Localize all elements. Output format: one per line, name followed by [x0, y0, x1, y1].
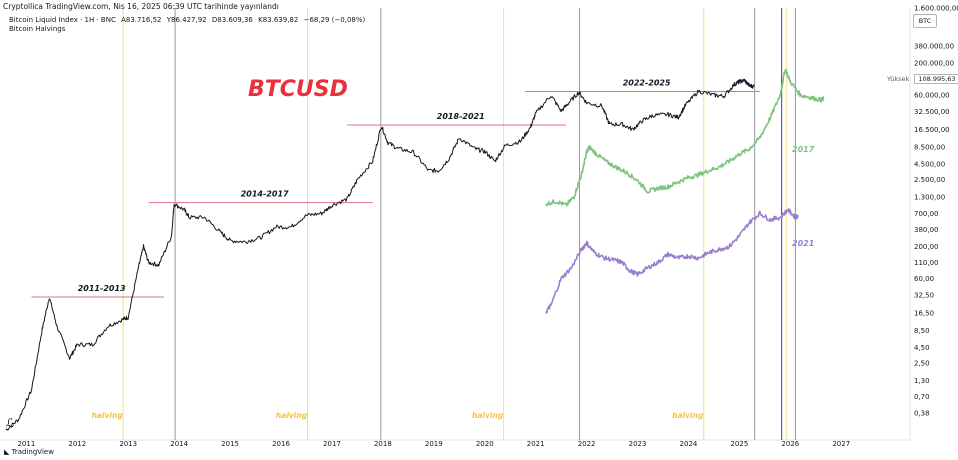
- cycle-label: 2022-2025: [623, 78, 671, 87]
- price-axis-tick: 16,50: [914, 309, 934, 317]
- time-axis-tick: 2020: [476, 440, 494, 448]
- price-axis-tick: 0,38: [914, 409, 930, 417]
- ohlc-high: Y86.427,92: [166, 16, 207, 24]
- price-series-line: [5, 78, 755, 431]
- time-axis-tick: 2016: [272, 440, 290, 448]
- series-2021-label: 2021: [792, 239, 814, 248]
- price-axis-tick: 8,50: [914, 327, 930, 335]
- price-axis-tick: 4.500,00: [914, 160, 945, 168]
- high-price-tag: Yüksek 108.995,63: [887, 74, 958, 84]
- symbol-label[interactable]: Bitcoin Liquid Index · 1H · BNC: [9, 16, 116, 24]
- tradingview-logo-icon: ◣: [4, 448, 10, 456]
- high-price-label: Yüksek: [887, 75, 910, 83]
- chart-title: BTCUSD: [248, 77, 348, 102]
- ohlc-change: −68,29 (−0,08%): [303, 16, 366, 24]
- tradingview-brand-label: TradingView: [11, 448, 54, 456]
- price-axis-tick: 1,30: [914, 377, 930, 385]
- price-axis-tick: 32.500,00: [914, 108, 950, 116]
- price-axis-tick: 16.500,00: [914, 126, 950, 134]
- price-axis-tick: 200.000,00: [914, 60, 954, 68]
- time-axis-tick: 2026: [781, 440, 799, 448]
- time-axis-tick: 2025: [730, 440, 748, 448]
- tradingview-brand[interactable]: ◣ TradingView: [4, 448, 54, 456]
- price-series-line: [545, 68, 825, 207]
- ohlc-open: A83.716,52: [121, 16, 162, 24]
- price-axis-tick: 60.000,00: [914, 92, 950, 100]
- time-axis-tick: 2019: [425, 440, 443, 448]
- indicator-label[interactable]: Bitcoin Halvings: [9, 25, 66, 33]
- price-axis-tick: 1.300,00: [914, 193, 945, 201]
- price-axis-tick: 8.500,00: [914, 144, 945, 152]
- price-series-line: [545, 208, 799, 314]
- time-axis-tick: 2021: [527, 440, 545, 448]
- time-axis-tick: 2027: [832, 440, 850, 448]
- publish-info: Cryptollica TradingView.com, Nis 16, 202…: [3, 2, 279, 11]
- symbol-ohlc-line: Bitcoin Liquid Index · 1H · BNC A83.716,…: [9, 16, 368, 24]
- time-axis-tick: 2024: [680, 440, 698, 448]
- cycle-label: 2018-2021: [437, 112, 485, 121]
- time-axis-tick: 2023: [629, 440, 647, 448]
- halving-label: halving: [672, 411, 704, 420]
- ohlc-close: K83.639,82: [258, 16, 299, 24]
- price-axis-tick: 380,00: [914, 226, 939, 234]
- halving-label: halving: [92, 411, 124, 420]
- time-axis-tick: 2014: [170, 440, 188, 448]
- price-axis-tick: 380.000,00: [914, 43, 954, 51]
- currency-button[interactable]: BTC: [913, 14, 937, 28]
- price-axis-tick: 2,50: [914, 359, 930, 367]
- price-axis-tick: 60,00: [914, 275, 934, 283]
- cycle-label: 2011-2013: [78, 284, 126, 293]
- cycle-label: 2014-2017: [241, 190, 289, 199]
- high-price-value: 108.995,63: [914, 74, 958, 84]
- series-2017-label: 2017: [792, 145, 815, 154]
- tradingview-watermark-icon: ℒ: [6, 416, 15, 430]
- price-axis-tick: 32,50: [914, 291, 934, 299]
- halving-label: halving: [276, 411, 308, 420]
- price-axis-tick: 1.600.000,00: [914, 5, 958, 13]
- time-axis-tick: 2013: [119, 440, 137, 448]
- time-axis-tick: 2012: [68, 440, 86, 448]
- price-axis-tick: 0,70: [914, 393, 930, 401]
- price-axis-tick: 700,00: [914, 210, 939, 218]
- time-axis-tick: 2015: [221, 440, 239, 448]
- time-axis-tick: 2011: [17, 440, 35, 448]
- price-axis-tick: 110,00: [914, 259, 939, 267]
- ohlc-low: D83.609,36: [211, 16, 253, 24]
- price-axis-tick: 4,50: [914, 344, 930, 352]
- time-axis-tick: 2022: [578, 440, 596, 448]
- price-axis-tick: 200,00: [914, 243, 939, 251]
- time-axis-tick: 2018: [374, 440, 392, 448]
- time-axis-tick: 2017: [323, 440, 341, 448]
- price-axis-tick: 2.500,00: [914, 176, 945, 184]
- halving-label: halving: [472, 411, 504, 420]
